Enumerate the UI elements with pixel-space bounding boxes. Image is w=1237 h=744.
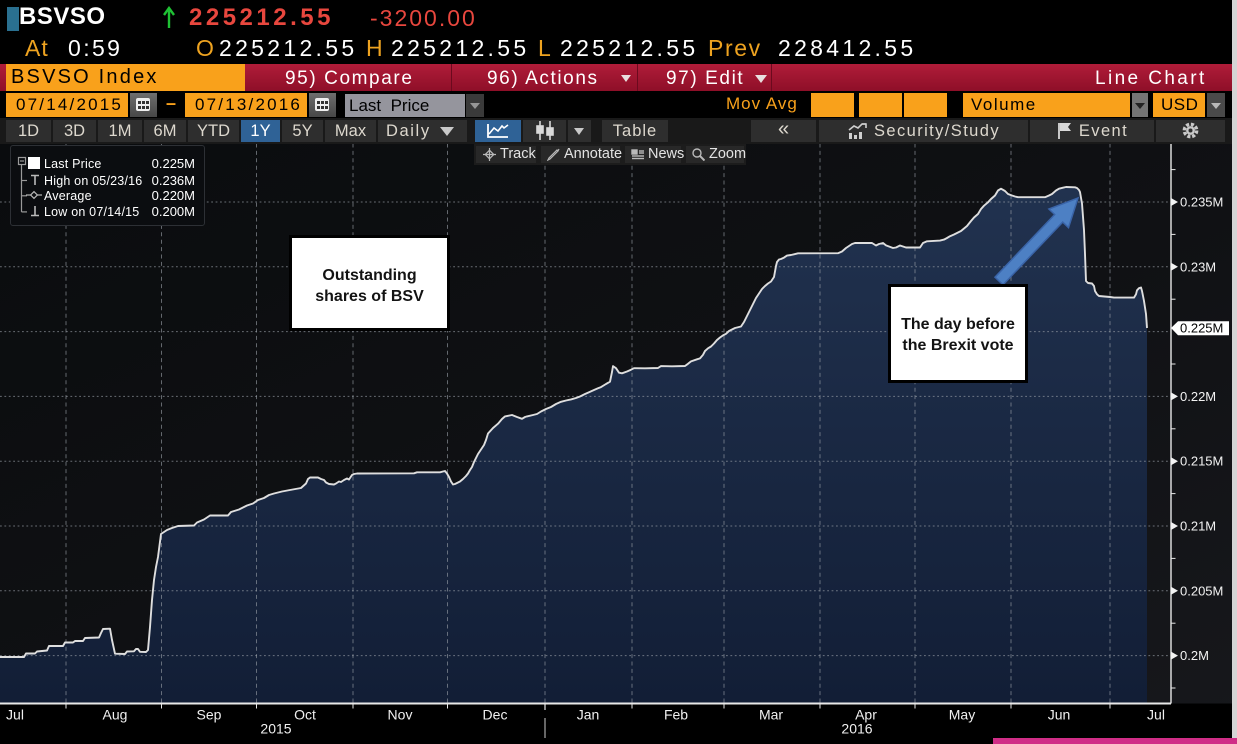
svg-text:2016: 2016: [841, 721, 872, 737]
svg-text:Feb: Feb: [664, 707, 688, 723]
svg-text:0.215M: 0.215M: [1180, 454, 1223, 469]
svg-text:0.22M: 0.22M: [1180, 389, 1216, 404]
svg-text:Mar: Mar: [759, 707, 783, 723]
svg-text:0.23M: 0.23M: [1180, 259, 1216, 274]
svg-text:0.2M: 0.2M: [1180, 648, 1209, 663]
svg-text:2015: 2015: [260, 721, 291, 737]
svg-text:Jul: Jul: [1147, 707, 1165, 723]
svg-text:0.205M: 0.205M: [1180, 583, 1223, 598]
svg-text:Jun: Jun: [1048, 707, 1071, 723]
svg-text:0.235M: 0.235M: [1180, 195, 1223, 210]
svg-text:Nov: Nov: [388, 707, 413, 723]
svg-text:Dec: Dec: [483, 707, 508, 723]
svg-text:Oct: Oct: [294, 707, 316, 723]
svg-text:Jul: Jul: [6, 707, 24, 723]
svg-text:Sep: Sep: [197, 707, 222, 723]
svg-text:0.225M: 0.225M: [1180, 321, 1223, 336]
svg-text:May: May: [949, 707, 975, 723]
svg-text:Apr: Apr: [855, 707, 877, 723]
svg-text:Aug: Aug: [103, 707, 128, 723]
svg-text:Jan: Jan: [577, 707, 600, 723]
svg-text:0.21M: 0.21M: [1180, 519, 1216, 534]
